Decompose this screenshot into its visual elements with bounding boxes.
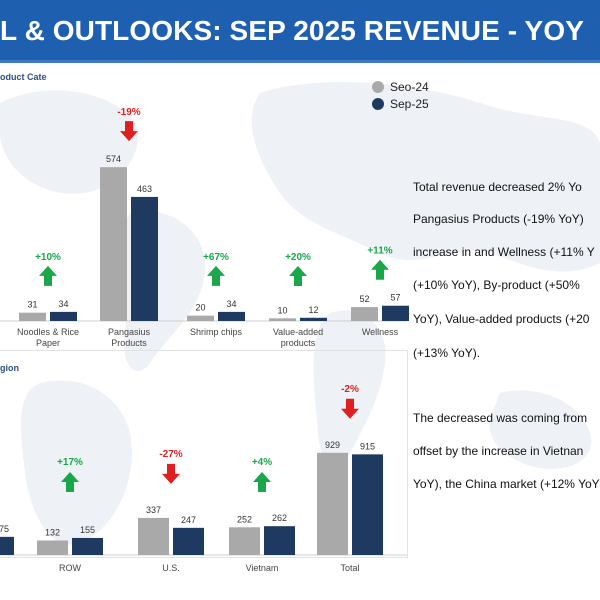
category-label: ROW [59, 563, 82, 573]
commentary-line: (+13% YoY). [413, 346, 481, 360]
data-label: 10 [277, 305, 287, 315]
category-label: Value-added [273, 327, 323, 337]
commentary-line: (+10% YoY), By-product (+50% [413, 278, 580, 292]
commentary-line: offset by the increase in Vietnan [413, 444, 584, 458]
legend-label-sep25: Sep-25 [390, 96, 429, 111]
down-arrow-icon [162, 463, 180, 484]
data-label: 247 [181, 515, 196, 525]
bar-seo24 [351, 307, 378, 321]
category-label: U.S. [162, 563, 180, 573]
bar-seo24 [229, 527, 260, 555]
change-label: -19% [117, 107, 140, 118]
change-label: +17% [57, 457, 83, 468]
header-banner: L & OUTLOOKS: SEP 2025 REVENUE - YOY [0, 0, 600, 63]
category-label: Paper [36, 338, 60, 348]
region-chart-frame [0, 350, 408, 558]
legend-swatch-sep25 [372, 97, 384, 110]
data-label: 262 [272, 513, 287, 523]
data-label: 52 [359, 294, 369, 304]
down-arrow-icon [120, 121, 138, 142]
bar-seo24 [138, 517, 169, 555]
data-label: 57 [390, 293, 400, 303]
commentary-line: Pangasius Products (-19% YoY) [413, 212, 584, 226]
commentary-line: Total revenue decreased 2% Yo [413, 180, 582, 194]
category-label: Noodles & Rice [17, 327, 79, 337]
data-label: 34 [58, 299, 68, 309]
up-arrow-icon [289, 266, 307, 286]
bar-sep25 [382, 305, 409, 321]
commentary-line: YoY), Value-added products (+20 [413, 312, 590, 326]
bar-seo24 [100, 167, 127, 321]
legend-label-seo24: Seo-24 [390, 79, 429, 94]
commentary-line: The decreased was coming from [413, 411, 588, 425]
category-label: Shrimp chips [190, 327, 243, 337]
data-label: 132 [45, 527, 60, 537]
data-label: 929 [325, 440, 340, 450]
down-arrow-icon [341, 398, 359, 419]
bottom-panel-label: gion [0, 363, 19, 373]
data-label: 574 [106, 154, 121, 164]
bar-sep25 [300, 317, 327, 321]
world-map-background [0, 82, 600, 545]
bar-seo24 [37, 540, 68, 555]
commentary-line: YoY), the China market (+12% YoY [413, 477, 600, 491]
chart-legend: Seo-24 Sep-25 [372, 78, 429, 112]
up-arrow-icon [39, 265, 57, 286]
commentary-line: increase in and Wellness (+11% Y [413, 245, 595, 259]
category-label: Products [111, 338, 147, 348]
category-label: Vietnam [246, 563, 279, 573]
change-label: -2% [341, 384, 359, 395]
up-arrow-icon [61, 472, 79, 492]
data-label: 75 [0, 524, 9, 534]
up-arrow-icon [371, 259, 389, 280]
legend-swatch-seo24 [372, 80, 384, 93]
data-label: 252 [237, 514, 252, 524]
legend-item-seo24: Seo-24 [372, 78, 429, 95]
bar-seo24 [317, 452, 348, 555]
category-label: products [281, 338, 316, 348]
bar-sep25 [352, 454, 383, 555]
bar-sep25 [131, 196, 158, 321]
bar-seo24 [269, 318, 296, 321]
change-label: +10% [35, 252, 61, 263]
bar-sep25 [72, 537, 103, 555]
change-label: +67% [203, 252, 229, 263]
bar-seo24 [19, 312, 46, 321]
bar-sep25 [264, 526, 295, 555]
category-label: Wellness [362, 327, 399, 337]
data-label: 34 [226, 299, 236, 309]
change-label: +4% [252, 457, 272, 468]
page-title: L & OUTLOOKS: SEP 2025 REVENUE - YOY [0, 15, 584, 46]
up-arrow-icon [207, 265, 225, 286]
data-label: 31 [27, 300, 37, 310]
bar-sep25 [50, 311, 77, 321]
change-label: +20% [285, 252, 311, 263]
data-label: 337 [146, 505, 161, 515]
change-label: +11% [367, 246, 392, 257]
legend-item-sep25: Sep-25 [372, 95, 429, 112]
bar-sep25 [218, 311, 245, 321]
category-label: Pangasius [108, 327, 151, 337]
up-arrow-icon [253, 472, 271, 492]
data-label: 20 [195, 303, 205, 313]
bar-sep25 [0, 536, 14, 555]
data-label: 915 [360, 441, 375, 451]
data-label: 12 [308, 305, 318, 315]
bar-sep25 [173, 527, 204, 555]
data-label: 155 [80, 525, 95, 535]
bar-seo24 [187, 315, 214, 321]
data-label: 463 [137, 184, 152, 194]
category-label: Total [340, 563, 359, 573]
change-label: -27% [159, 449, 182, 460]
top-panel-label: oduct Cate [0, 72, 47, 82]
